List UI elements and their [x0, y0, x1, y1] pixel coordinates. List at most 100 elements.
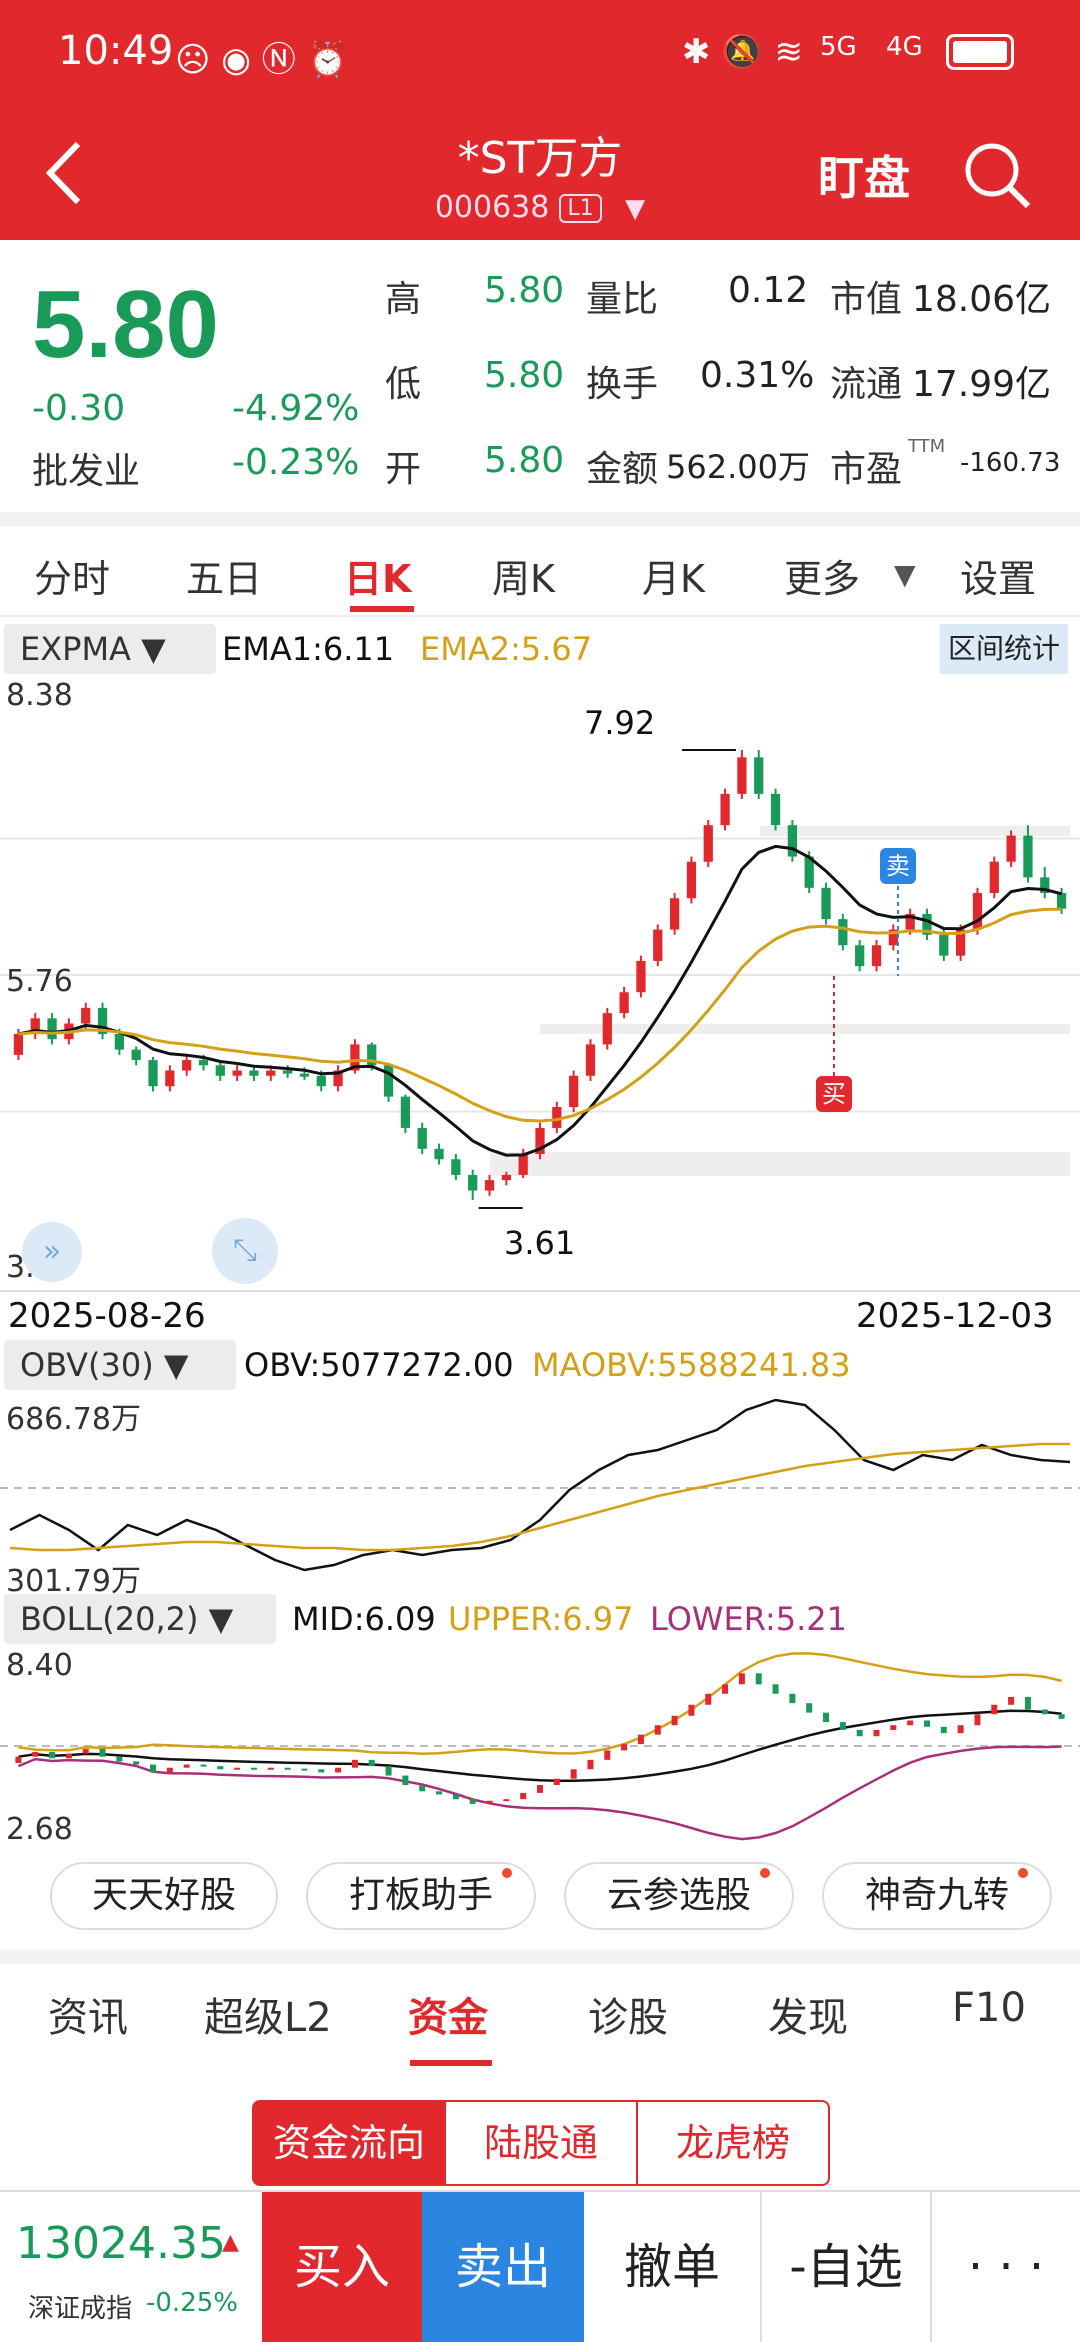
net-5g: 5G	[820, 32, 857, 62]
indicator-selector[interactable]: EXPMA ▼	[4, 624, 216, 674]
boll-candle	[217, 1766, 224, 1770]
tab-discover[interactable]: 发现	[768, 1995, 848, 2041]
sell-tag: 卖	[880, 848, 916, 884]
candle-body	[114, 1033, 124, 1050]
caret-down-icon: ▼	[894, 558, 916, 591]
kline-chart[interactable]	[0, 676, 1080, 1292]
candle-body	[417, 1127, 427, 1149]
buy-button[interactable]: 买入	[262, 2192, 422, 2342]
boll-candle	[923, 1720, 930, 1727]
chip-magic-nine[interactable]: 神奇九转	[822, 1862, 1052, 1930]
chip-daily-stocks[interactable]: 天天好股	[50, 1862, 278, 1930]
date-end: 2025-12-03	[856, 1296, 1054, 1336]
candle-body	[182, 1060, 192, 1071]
sector-name[interactable]: 批发业	[32, 451, 141, 492]
seg-fund-flow[interactable]: 资金流向	[252, 2100, 446, 2186]
candle-body	[602, 1013, 612, 1045]
search-icon[interactable]	[962, 140, 1032, 210]
candle-body	[81, 1007, 91, 1024]
boll-chart[interactable]	[0, 1646, 1080, 1846]
sell-button[interactable]: 卖出	[422, 2192, 584, 2342]
price-band	[540, 1024, 1070, 1034]
low-marker: 3.61	[504, 1224, 576, 1262]
boll-candle	[267, 1767, 274, 1770]
tab-funds[interactable]: 资金	[408, 1995, 488, 2041]
value-amount: 562.00万	[666, 448, 810, 486]
label-pe: 市盈	[830, 449, 903, 490]
value-mcap: 18.06亿	[912, 279, 1052, 320]
obv-chart[interactable]	[0, 1392, 1080, 1592]
boll-candle	[385, 1766, 392, 1776]
stock-code-row[interactable]: 000638 L1 ▼	[0, 190, 1080, 225]
seg-connect[interactable]: 陆股通	[444, 2100, 638, 2186]
label-amount: 金额	[586, 449, 659, 490]
ema1-value: EMA1:6.11	[222, 630, 395, 668]
candle-body	[585, 1044, 596, 1076]
pe-ttm-tag: TTM	[908, 436, 946, 457]
candle-body	[1023, 835, 1033, 878]
tab-daily-k[interactable]: 日K	[344, 557, 412, 601]
chip-stock-picker[interactable]: 云参选股	[564, 1862, 794, 1930]
tab-diagnose[interactable]: 诊股	[588, 1995, 668, 2041]
boll-bar: BOLL(20,2) ▼ MID:6.09 UPPER:6.97 LOWER:5…	[0, 1594, 1080, 1644]
candle-body	[350, 1044, 360, 1071]
label-float: 流通	[830, 364, 903, 405]
boll-candle	[671, 1715, 678, 1726]
divider	[0, 512, 1080, 526]
buy-tag: 买	[816, 1076, 852, 1112]
net-4g: 4G	[886, 32, 923, 62]
maobv-line	[9, 1442, 1070, 1552]
candle-body	[686, 861, 697, 899]
period-tabs: 分时 五日 日K 周K 月K 更多 ▼ 设置	[0, 530, 1080, 620]
candle-body	[989, 861, 999, 894]
boll-selector[interactable]: BOLL(20,2) ▼	[4, 1594, 276, 1644]
boll-candle	[907, 1720, 914, 1726]
tab-settings[interactable]: 设置	[960, 557, 1037, 601]
chip-limit-helper[interactable]: 打板助手	[306, 1862, 536, 1930]
more-button[interactable]: · · ·	[967, 2239, 1045, 2295]
candle-body	[905, 913, 915, 930]
boll-candle	[890, 1725, 897, 1730]
range-stats-button[interactable]: 区间统计	[940, 624, 1069, 674]
candle-body	[939, 934, 949, 956]
obv-y-top: 686.78万	[6, 1402, 141, 1437]
bottom-action-bar: 13024.35 ▲ 深证成指 -0.25% 买入 卖出 撤单 -自选 · · …	[0, 2190, 1080, 2342]
cancel-order-button[interactable]: 撤单	[584, 2192, 762, 2342]
boll-candle	[587, 1759, 594, 1770]
seg-dragon-tiger[interactable]: 龙虎榜	[636, 2100, 830, 2186]
boll-candle	[738, 1673, 745, 1685]
back-icon[interactable]	[44, 140, 84, 206]
candle-body	[1056, 893, 1067, 909]
boll-candle	[250, 1767, 257, 1770]
tab-weekly-k[interactable]: 周K	[492, 557, 555, 601]
boll-candle	[823, 1712, 830, 1723]
fullscreen-icon[interactable]: ⤡	[212, 1218, 278, 1284]
tab-5day[interactable]: 五日	[186, 557, 263, 601]
caret-down-icon: ▼	[625, 194, 646, 224]
candle-body	[299, 1073, 310, 1077]
status-time: 10:49	[58, 28, 174, 74]
tab-monthly-k[interactable]: 月K	[642, 557, 705, 601]
tab-super-l2[interactable]: 超级L2	[204, 1995, 332, 2041]
tab-f10[interactable]: F10	[952, 1985, 1026, 2031]
boll-candle	[166, 1767, 173, 1773]
tab-more[interactable]: 更多	[784, 557, 861, 601]
tab-intraday[interactable]: 分时	[34, 557, 111, 601]
obv-y-bottom: 301.79万	[6, 1564, 141, 1599]
boll-candle	[570, 1769, 577, 1779]
watch-button[interactable]: 盯盘	[818, 151, 910, 205]
date-start: 2025-08-26	[8, 1296, 206, 1336]
obv-indicator-name: OBV(30)	[20, 1346, 154, 1384]
candle-body	[316, 1075, 326, 1087]
obv-selector[interactable]: OBV(30) ▼	[4, 1340, 236, 1390]
expand-left-icon[interactable]: »	[22, 1222, 82, 1282]
watchlist-button[interactable]: -自选	[762, 2192, 932, 2342]
tab-news[interactable]: 资讯	[48, 1995, 128, 2041]
active-tab-underline	[410, 2060, 492, 2066]
candle-body	[131, 1049, 141, 1061]
boll-candle	[49, 1751, 56, 1759]
y-axis-mid: 5.76	[6, 964, 73, 999]
label-vol-ratio: 量比	[586, 279, 659, 320]
boll-candle	[772, 1684, 779, 1694]
chip-label: 天天好股	[91, 1875, 236, 1916]
